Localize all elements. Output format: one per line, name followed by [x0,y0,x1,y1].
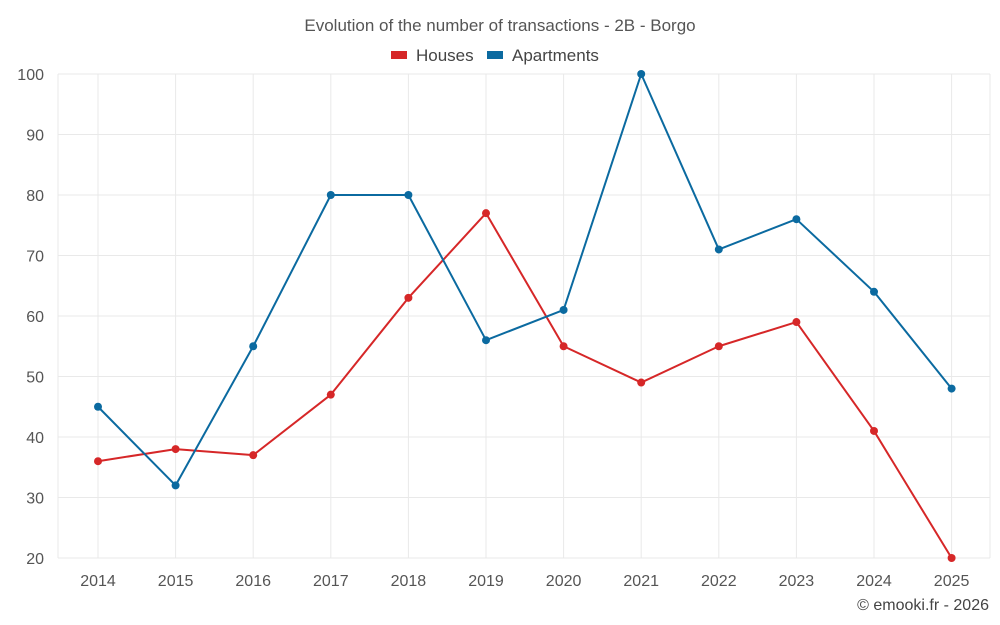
x-tick-label: 2022 [701,573,737,590]
data-point-apartments-2014[interactable] [94,402,102,411]
data-point-houses-2025[interactable] [947,554,956,562]
data-point-houses-2022[interactable] [714,342,723,351]
legend: Houses Apartments [391,46,599,65]
data-point-houses-2018[interactable] [404,293,413,302]
data-point-apartments-2017[interactable] [326,191,335,199]
data-point-houses-2024[interactable] [870,426,878,435]
data-point-apartments-2023[interactable] [792,215,801,224]
data-point-apartments-2022[interactable] [714,245,723,254]
series-apartments [94,70,956,490]
x-tick-label: 2016 [235,573,271,590]
grid [57,73,991,559]
data-point-houses-2015[interactable] [171,445,180,454]
y-tick-label: 90 [26,128,44,145]
data-point-apartments-2019[interactable] [482,336,490,345]
x-tick-label: 2021 [623,573,659,590]
legend-item-houses[interactable]: Houses [391,46,474,65]
y-tick-label: 30 [26,491,44,508]
data-point-houses-2017[interactable] [326,390,335,399]
y-tick-label: 60 [26,309,44,326]
data-point-houses-2014[interactable] [94,457,102,466]
data-point-houses-2016[interactable] [249,451,258,460]
data-point-apartments-2020[interactable] [559,305,568,314]
data-point-apartments-2021[interactable] [637,70,646,78]
legend-item-apartments[interactable]: Apartments [487,46,599,65]
legend-label-apartments: Apartments [512,46,599,65]
x-tick-label: 2018 [391,573,427,590]
y-tick-label: 40 [26,430,44,447]
data-point-apartments-2018[interactable] [404,191,413,199]
data-point-houses-2023[interactable] [792,318,801,327]
data-point-apartments-2025[interactable] [947,384,956,393]
y-tick-label: 20 [26,551,44,568]
legend-swatch-apartments [487,51,503,59]
credit-text: © emooki.fr - 2026 [857,597,989,614]
x-tick-label: 2015 [158,573,194,590]
series-line-houses [97,212,953,559]
series [94,70,956,562]
x-tick-label: 2017 [313,573,349,590]
y-tick-label: 50 [26,370,44,387]
x-tick-label: 2019 [468,573,504,590]
y-tick-label: 80 [26,188,44,205]
x-tick-label: 2020 [546,573,582,590]
x-tick-label: 2024 [856,573,892,590]
data-point-apartments-2015[interactable] [171,481,180,490]
data-point-houses-2020[interactable] [559,342,568,351]
x-tick-label: 2014 [80,573,116,590]
series-line-apartments [97,73,953,487]
x-tick-label: 2023 [779,573,815,590]
y-tick-label: 100 [17,67,44,84]
y-axis-ticks: 20 30 40 50 60 70 80 90 100 [17,67,44,568]
x-tick-label: 2025 [934,573,970,590]
data-point-apartments-2016[interactable] [249,342,258,351]
legend-swatch-houses [391,51,407,59]
x-axis-ticks: 2014 2015 2016 2017 2018 2019 2020 2021 2022 2023… [80,573,969,590]
data-point-houses-2021[interactable] [637,378,646,387]
y-tick-label: 70 [26,249,44,266]
data-point-houses-2019[interactable] [482,209,490,218]
series-houses [94,209,956,562]
data-point-apartments-2024[interactable] [870,287,878,296]
chart-title: Evolution of the number of transactions … [304,16,695,35]
legend-label-houses: Houses [416,46,474,65]
